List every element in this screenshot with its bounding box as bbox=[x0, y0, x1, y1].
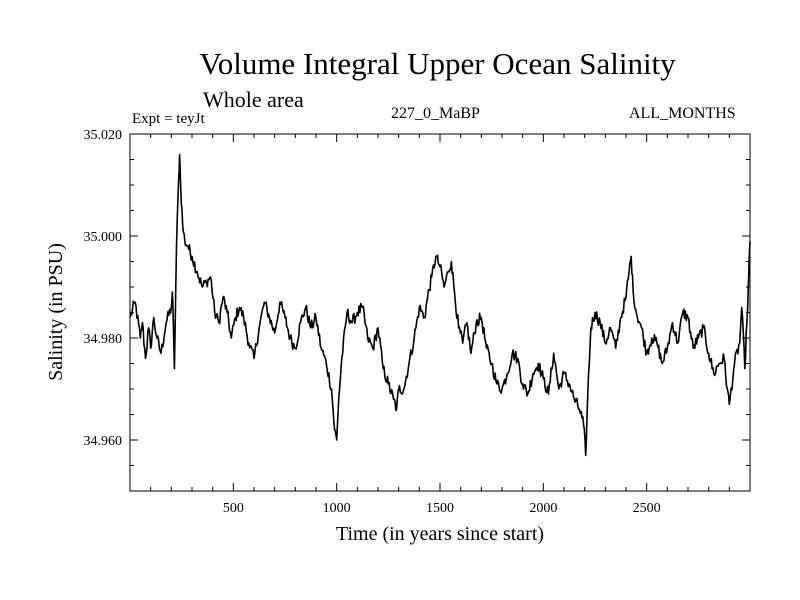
y-tick-label-34.980: 34.980 bbox=[84, 332, 123, 347]
x-tick-label-1500: 1500 bbox=[426, 501, 454, 516]
x-tick-label-2000: 2000 bbox=[529, 501, 557, 516]
chart-title: Volume Integral Upper Ocean Salinity bbox=[199, 46, 676, 81]
y-tick-label-34.960: 34.960 bbox=[84, 434, 123, 449]
y-tick-label-35.020: 35.020 bbox=[84, 128, 123, 143]
x-tick-label-500: 500 bbox=[223, 501, 244, 516]
chart-subtitle: Whole area bbox=[203, 87, 304, 112]
period-label: ALL_MONTHS bbox=[629, 105, 736, 122]
plot-frame bbox=[129, 133, 751, 492]
y-axis-label: Salinity (in PSU) bbox=[45, 243, 67, 381]
x-axis-label: Time (in years since start) bbox=[336, 523, 544, 545]
salinity-series-line bbox=[129, 153, 751, 457]
experiment-label: Expt = teyJt bbox=[132, 111, 205, 127]
run-id-label: 227_0_MaBP bbox=[391, 105, 480, 122]
x-tick-label-1000: 1000 bbox=[323, 501, 351, 516]
y-tick-label-35.000: 35.000 bbox=[84, 230, 123, 245]
x-tick-label-2500: 2500 bbox=[633, 501, 661, 516]
